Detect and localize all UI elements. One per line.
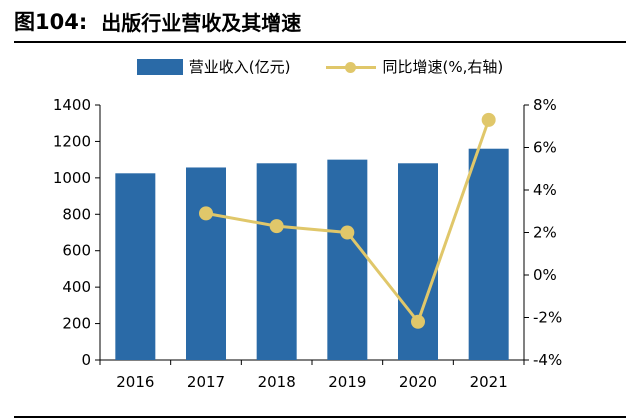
legend-bar-swatch bbox=[136, 58, 183, 75]
legend-line-swatch bbox=[326, 59, 377, 75]
right-tick-label: 8% bbox=[533, 96, 557, 114]
left-tick-label: 1200 bbox=[53, 132, 91, 150]
x-tick-label: 2018 bbox=[258, 373, 296, 391]
left-tick-label: 200 bbox=[62, 315, 91, 333]
bottom-divider bbox=[14, 416, 626, 418]
left-tick-label: 400 bbox=[62, 278, 91, 296]
right-tick-label: 2% bbox=[533, 224, 557, 242]
title-divider bbox=[14, 41, 626, 43]
revenue-bar bbox=[398, 163, 438, 360]
x-tick-label: 2020 bbox=[399, 373, 437, 391]
right-tick-label: 6% bbox=[533, 139, 557, 157]
legend-item-revenue: 营业收入(亿元) bbox=[136, 56, 291, 77]
revenue-bar bbox=[115, 173, 156, 360]
revenue-bar bbox=[186, 167, 226, 360]
growth-point bbox=[269, 219, 284, 234]
legend-revenue-label: 营业收入(亿元) bbox=[188, 58, 291, 76]
left-tick-label: 600 bbox=[62, 242, 91, 260]
chart-title: 出版行业营收及其增速 bbox=[101, 10, 302, 35]
growth-point bbox=[340, 225, 355, 240]
left-tick-label: 1400 bbox=[53, 96, 91, 114]
right-tick-label: -4% bbox=[533, 351, 562, 369]
x-tick-label: 2019 bbox=[328, 373, 366, 391]
growth-point bbox=[199, 206, 213, 221]
legend: 营业收入(亿元) 同比增速(%,右轴) bbox=[0, 56, 640, 77]
figure-label: 图104: bbox=[14, 10, 88, 34]
x-tick-label: 2016 bbox=[116, 373, 154, 391]
right-tick-label: -2% bbox=[533, 309, 562, 327]
growth-point bbox=[411, 314, 425, 329]
x-tick-label: 2021 bbox=[470, 373, 508, 391]
revenue-bar bbox=[468, 148, 509, 360]
right-tick-label: 4% bbox=[533, 181, 557, 199]
revenue-bar bbox=[327, 159, 368, 360]
revenue-bar bbox=[256, 163, 297, 360]
legend-growth-label: 同比增速(%,右轴) bbox=[382, 58, 504, 76]
left-tick-label: 1000 bbox=[53, 169, 91, 187]
legend-item-growth: 同比增速(%,右轴) bbox=[326, 56, 503, 77]
left-tick-label: 800 bbox=[62, 205, 91, 223]
right-tick-label: 0% bbox=[533, 266, 557, 284]
growth-point bbox=[481, 112, 496, 127]
x-tick-label: 2017 bbox=[187, 373, 225, 391]
left-tick-label: 0 bbox=[81, 351, 91, 369]
title-row: 图104: 出版行业营收及其增速 bbox=[14, 6, 301, 36]
